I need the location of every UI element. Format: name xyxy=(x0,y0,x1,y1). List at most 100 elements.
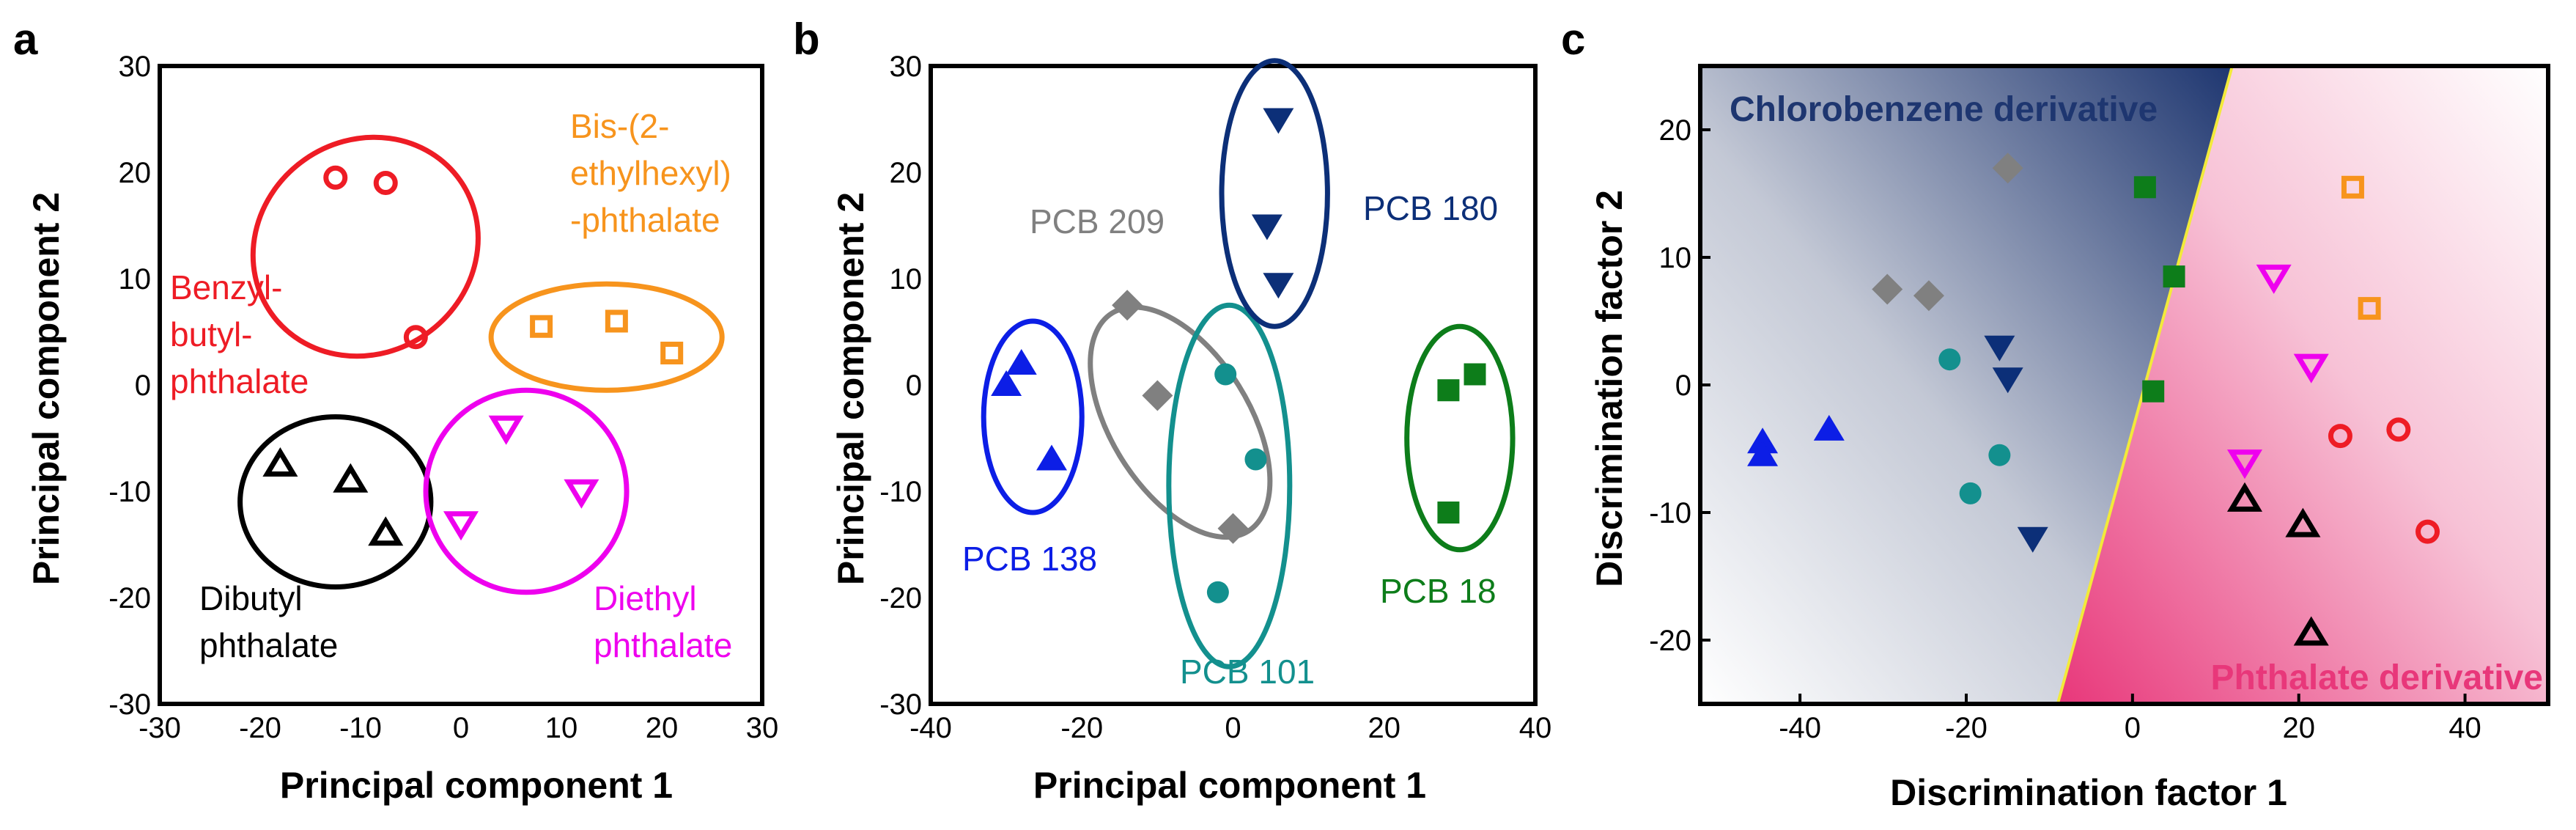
c-point-pcb-18-2 xyxy=(2163,265,2185,288)
x-axis-title-c: Discrimination factor 1 xyxy=(1890,772,2287,813)
label-bis-line-3: -phthalate xyxy=(570,201,720,239)
b-y-tick-20: -20 xyxy=(879,582,922,614)
a-y-tick-20: 20 xyxy=(119,157,152,189)
b-point-pcb-101-1 xyxy=(1214,363,1237,386)
c-y-tick-10: -10 xyxy=(1649,497,1691,529)
c-y-tick-0: 0 xyxy=(1675,370,1691,402)
b-y-tick-0: 0 xyxy=(906,370,922,402)
x-axis-title-a: Principal component 1 xyxy=(280,765,673,806)
c-point-diethyl-phthalate-3 xyxy=(2226,449,2263,480)
b-point-pcb-138-2 xyxy=(1005,349,1037,375)
b-ellipse-pcb-18 xyxy=(1404,323,1516,553)
c-point-bis-2-ethylhexyl-phthalate-2 xyxy=(2358,297,2381,320)
label-diethyl-line-1: Diethyl xyxy=(594,579,697,617)
c-x-tick-20: -20 xyxy=(1945,712,1988,744)
c-point-pcb-209-1 xyxy=(1992,153,2023,184)
a-ellipse-dibutyl-phthalate xyxy=(237,414,434,590)
a-point-dibutyl-phthalate-2 xyxy=(333,463,369,493)
c-point-diethyl-phthalate-1 xyxy=(2256,264,2292,294)
a-x-tick-30: -30 xyxy=(139,712,181,744)
a-y-tick-30: -30 xyxy=(108,688,151,721)
c-point-pcb-18-1 xyxy=(2133,176,2156,199)
b-point-pcb-101-2 xyxy=(1244,448,1267,471)
a-point-diethyl-phthalate-2 xyxy=(488,415,524,445)
b-y-tick-10: 10 xyxy=(890,263,923,295)
b-plot-frame xyxy=(929,64,1538,706)
b-point-pcb-18-2 xyxy=(1464,363,1486,386)
b-ellipse-pcb-209 xyxy=(1088,304,1273,540)
c-point-benzyl-butyl-phthalate-3 xyxy=(2416,519,2440,544)
c-x-tick-40: 40 xyxy=(2448,712,2481,744)
c-point-pcb-209-3 xyxy=(1913,280,1944,312)
c-point-pcb-18-3 xyxy=(2142,380,2165,403)
label-diethyl-line-2: phthalate xyxy=(594,626,732,664)
c-x-tick-0: 0 xyxy=(2125,712,2141,744)
c-point-pcb-138-3 xyxy=(1813,414,1845,441)
c-point-pcb-101-2 xyxy=(1988,444,2011,466)
label-pcb-101: PCB 101 xyxy=(1180,653,1315,691)
a-point-benzyl-butyl-phthalate-2 xyxy=(373,171,398,195)
panel-label-c: c xyxy=(1561,15,1585,64)
a-y-tick-30: 30 xyxy=(119,51,152,83)
a-point-bis-2-ethylhexyl-phthalate-1 xyxy=(530,315,553,338)
panel-b: b -40 -20 0 20 40 -30 -20 -10 0 10 20 30 Principal … xyxy=(793,15,1551,806)
y-axis-title-a: Principal component 2 xyxy=(26,192,67,585)
c-point-pcb-180-1 xyxy=(1984,335,2015,361)
c-y-tick-20: -20 xyxy=(1649,625,1691,657)
label-bis-line-1: Bis-(2- xyxy=(570,107,669,145)
panel-a: a -30 -20 -10 0 10 20 30 -30 -20 -10 0 10 20 30 Princ… xyxy=(13,15,778,806)
panel-b-plot: -40 -20 0 20 40 -30 -20 -10 0 10 20 30 xyxy=(879,51,1551,744)
label-benzyl-line-2: butyl- xyxy=(170,315,252,353)
b-x-tick-20: 20 xyxy=(1368,712,1401,744)
b-y-tick-30: -30 xyxy=(879,688,922,721)
a-point-diethyl-phthalate-3 xyxy=(564,479,599,509)
b-x-tick-20: -20 xyxy=(1060,712,1103,744)
c-x-tick-20: 20 xyxy=(2282,712,2315,744)
panel-c: c -40 -20 0 20 40 -20 -10 0 10 20 Chlorobenzene d… xyxy=(1561,15,2550,813)
b-point-pcb-18-1 xyxy=(1437,379,1460,402)
a-y-tick-10: 10 xyxy=(119,263,152,295)
y-axis-title-b: Principal component 2 xyxy=(830,192,871,585)
label-pcb-180: PCB 180 xyxy=(1363,189,1498,227)
region-label-phthalate: Phthalate derivative xyxy=(2210,658,2543,697)
label-dibutyl-line-2: phthalate xyxy=(199,626,338,664)
b-x-tick-40: -40 xyxy=(909,712,952,744)
a-x-tick-20: 20 xyxy=(646,712,679,744)
a-point-diethyl-phthalate-1 xyxy=(443,511,479,541)
a-point-benzyl-butyl-phthalate-3 xyxy=(403,325,428,350)
label-benzyl-line-1: Benzyl- xyxy=(170,268,282,306)
b-point-pcb-101-3 xyxy=(1206,581,1229,603)
x-axis-title-b: Principal component 1 xyxy=(1033,765,1426,806)
b-point-pcb-209-3 xyxy=(1217,513,1249,544)
c-point-pcb-138-2 xyxy=(1747,440,1779,466)
c-region-phthalate xyxy=(2057,66,2548,704)
panel-label-a: a xyxy=(13,15,38,64)
c-point-diethyl-phthalate-2 xyxy=(2293,353,2329,383)
panel-c-plot: -40 -20 0 20 40 -20 -10 0 10 20 xyxy=(1649,64,2550,744)
c-point-dibutyl-phthalate-3 xyxy=(2293,616,2329,646)
b-ellipse-pcb-180 xyxy=(1219,58,1330,329)
a-y-tick-0: 0 xyxy=(135,370,151,402)
c-point-pcb-101-3 xyxy=(1959,482,1982,504)
label-bis-line-2: ethylhexyl) xyxy=(570,154,731,192)
c-point-dibutyl-phthalate-2 xyxy=(2285,507,2321,537)
y-axis-title-c: Discrimination factor 2 xyxy=(1589,190,1630,587)
c-x-tick-40: -40 xyxy=(1779,712,1821,744)
c-point-pcb-209-2 xyxy=(1872,273,1903,305)
a-x-tick-10: 10 xyxy=(545,712,578,744)
b-point-pcb-180-2 xyxy=(1251,214,1283,240)
region-label-chlorobenzene: Chlorobenzene derivative xyxy=(1730,90,2158,129)
c-point-pcb-180-2 xyxy=(1992,367,2023,394)
c-point-benzyl-butyl-phthalate-1 xyxy=(2328,424,2352,449)
b-point-pcb-138-1 xyxy=(991,370,1022,396)
c-point-pcb-180-3 xyxy=(2017,526,2048,553)
label-pcb-209: PCB 209 xyxy=(1030,202,1165,240)
c-point-bis-2-ethylhexyl-phthalate-1 xyxy=(2341,175,2364,199)
a-x-tick-10: -10 xyxy=(339,712,382,744)
c-plot-frame xyxy=(1698,64,2550,706)
c-region-chlorobenzene xyxy=(1700,66,2232,704)
label-pcb-18: PCB 18 xyxy=(1380,572,1496,610)
a-point-dibutyl-phthalate-1 xyxy=(262,447,298,477)
b-y-tick-20: 20 xyxy=(890,157,923,189)
